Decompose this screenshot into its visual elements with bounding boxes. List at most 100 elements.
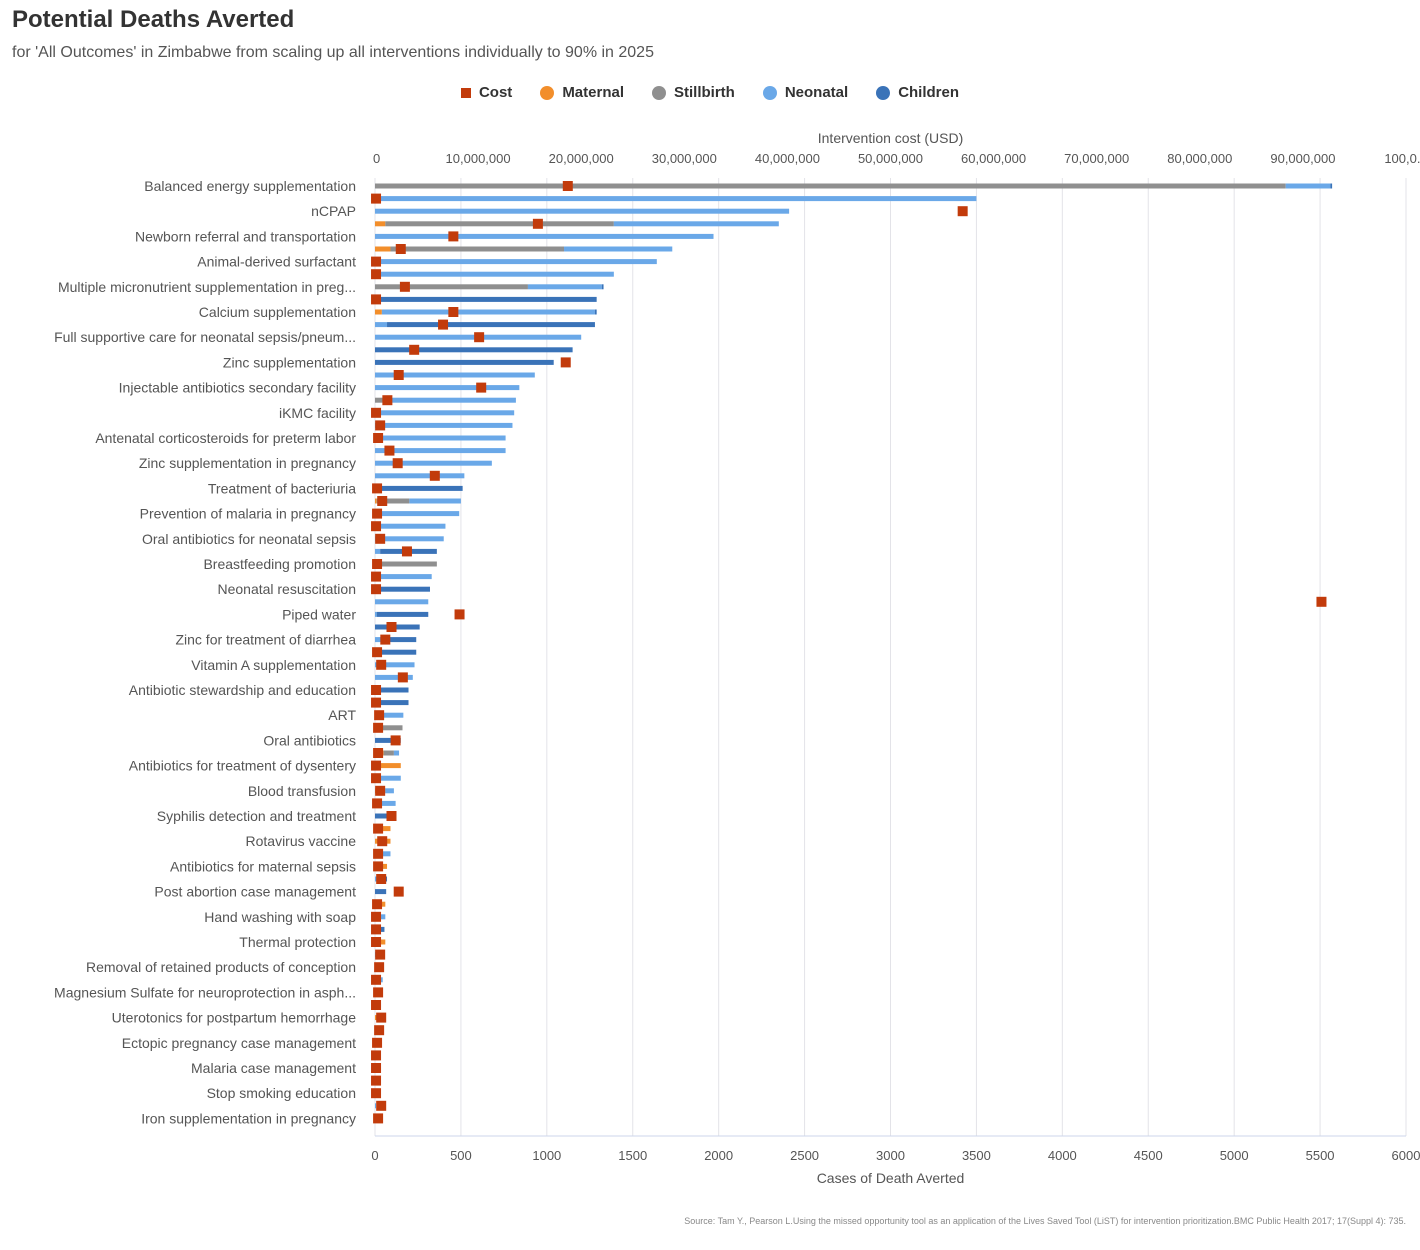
cost-marker[interactable] [376, 659, 387, 670]
cost-marker[interactable] [374, 962, 385, 973]
cost-marker[interactable] [560, 357, 571, 368]
bar-neonatal[interactable] [375, 599, 429, 605]
cost-marker[interactable] [376, 1100, 387, 1111]
bar-children[interactable] [375, 485, 463, 491]
bar-neonatal[interactable] [381, 309, 595, 315]
cost-marker[interactable] [371, 256, 382, 267]
cost-marker[interactable] [372, 1037, 383, 1048]
cost-marker[interactable] [474, 332, 485, 343]
bar-neonatal[interactable] [375, 574, 432, 580]
bar-neonatal[interactable] [375, 1103, 377, 1109]
bar-neonatal[interactable] [375, 422, 513, 428]
bar-stillbirth[interactable] [383, 750, 394, 756]
cost-marker[interactable] [399, 281, 410, 292]
cost-marker[interactable] [371, 937, 382, 947]
cost-marker[interactable] [372, 899, 383, 910]
bar-neonatal[interactable] [375, 523, 446, 529]
cost-marker[interactable] [375, 785, 386, 796]
cost-marker[interactable] [376, 874, 387, 884]
bar-neonatal[interactable] [385, 788, 394, 794]
cost-marker[interactable] [371, 521, 382, 532]
cost-marker[interactable] [371, 1050, 382, 1061]
bar-children[interactable] [375, 586, 430, 592]
cost-marker[interactable] [373, 861, 384, 872]
legend-item-neonatal[interactable]: Neonatal [762, 84, 848, 101]
cost-marker[interactable] [382, 395, 393, 406]
cost-marker[interactable] [375, 420, 386, 431]
bar-neonatal[interactable] [375, 460, 492, 466]
cost-marker[interactable] [371, 760, 382, 771]
bar-children[interactable] [376, 611, 429, 617]
bar-neonatal[interactable] [393, 750, 400, 756]
bar-children[interactable] [375, 347, 573, 353]
cost-marker[interactable] [384, 445, 395, 456]
bar-neonatal[interactable] [375, 410, 515, 416]
bar-neonatal[interactable] [375, 271, 614, 277]
bar-maternal[interactable] [375, 498, 377, 504]
cost-marker[interactable] [373, 987, 384, 998]
cost-marker[interactable] [386, 811, 397, 821]
bar-neonatal[interactable] [375, 448, 506, 454]
bar-neonatal[interactable] [1285, 183, 1331, 189]
bar-neonatal[interactable] [613, 221, 779, 227]
cost-marker[interactable] [372, 559, 383, 569]
bar-children[interactable] [387, 322, 595, 328]
bar-stillbirth[interactable] [375, 561, 437, 567]
bar-neonatal[interactable] [375, 435, 506, 441]
bar-neonatal[interactable] [375, 775, 401, 781]
bar-neonatal[interactable] [375, 385, 520, 391]
cost-marker[interactable] [371, 294, 382, 305]
cost-marker[interactable] [371, 1063, 382, 1073]
bar-neonatal[interactable] [375, 800, 396, 806]
bar-neonatal[interactable] [527, 284, 602, 290]
cost-marker[interactable] [371, 685, 382, 695]
cost-marker[interactable] [957, 206, 968, 217]
bar-stillbirth[interactable] [375, 725, 403, 731]
cost-marker[interactable] [374, 1025, 385, 1036]
bar-stillbirth[interactable] [376, 498, 410, 504]
bar-children[interactable] [375, 813, 394, 819]
cost-marker[interactable] [373, 1113, 384, 1124]
cost-marker[interactable] [373, 748, 384, 758]
cost-marker[interactable] [393, 886, 404, 897]
bar-children[interactable] [375, 624, 420, 630]
bar-neonatal[interactable] [375, 511, 460, 517]
bar-neonatal[interactable] [375, 637, 382, 643]
cost-marker[interactable] [371, 773, 382, 784]
cost-marker[interactable] [390, 735, 401, 746]
bar-children[interactable] [601, 284, 604, 290]
cost-marker[interactable] [373, 848, 384, 859]
cost-marker[interactable] [373, 433, 384, 443]
cost-marker[interactable] [371, 407, 382, 418]
bar-children[interactable] [375, 737, 401, 743]
bar-neonatal[interactable] [375, 196, 977, 202]
bar-children[interactable] [375, 359, 554, 365]
cost-marker[interactable] [372, 508, 383, 519]
bar-children[interactable] [375, 700, 409, 706]
bar-maternal[interactable] [375, 221, 386, 227]
bar-maternal[interactable] [375, 309, 382, 315]
cost-marker[interactable] [377, 836, 388, 847]
cost-marker[interactable] [371, 269, 382, 280]
cost-marker[interactable] [448, 307, 459, 317]
bar-neonatal[interactable] [375, 662, 415, 668]
bar-maternal[interactable] [375, 246, 391, 252]
bar-neonatal[interactable] [375, 674, 413, 680]
cost-marker[interactable] [438, 319, 449, 330]
bar-neonatal[interactable] [375, 208, 790, 214]
cost-marker[interactable] [371, 193, 382, 204]
cost-marker[interactable] [377, 496, 388, 506]
bar-neonatal[interactable] [375, 611, 377, 617]
bar-neonatal[interactable] [375, 372, 535, 378]
cost-marker[interactable] [429, 470, 440, 481]
bar-stillbirth[interactable] [375, 397, 384, 403]
bar-neonatal[interactable] [564, 246, 673, 252]
bar-children[interactable] [375, 687, 409, 693]
bar-children[interactable] [381, 637, 417, 643]
cost-marker[interactable] [373, 722, 384, 733]
cost-marker[interactable] [371, 697, 382, 708]
cost-marker[interactable] [374, 710, 385, 721]
cost-marker[interactable] [562, 181, 573, 191]
cost-marker[interactable] [401, 546, 412, 557]
cost-marker[interactable] [371, 571, 382, 582]
